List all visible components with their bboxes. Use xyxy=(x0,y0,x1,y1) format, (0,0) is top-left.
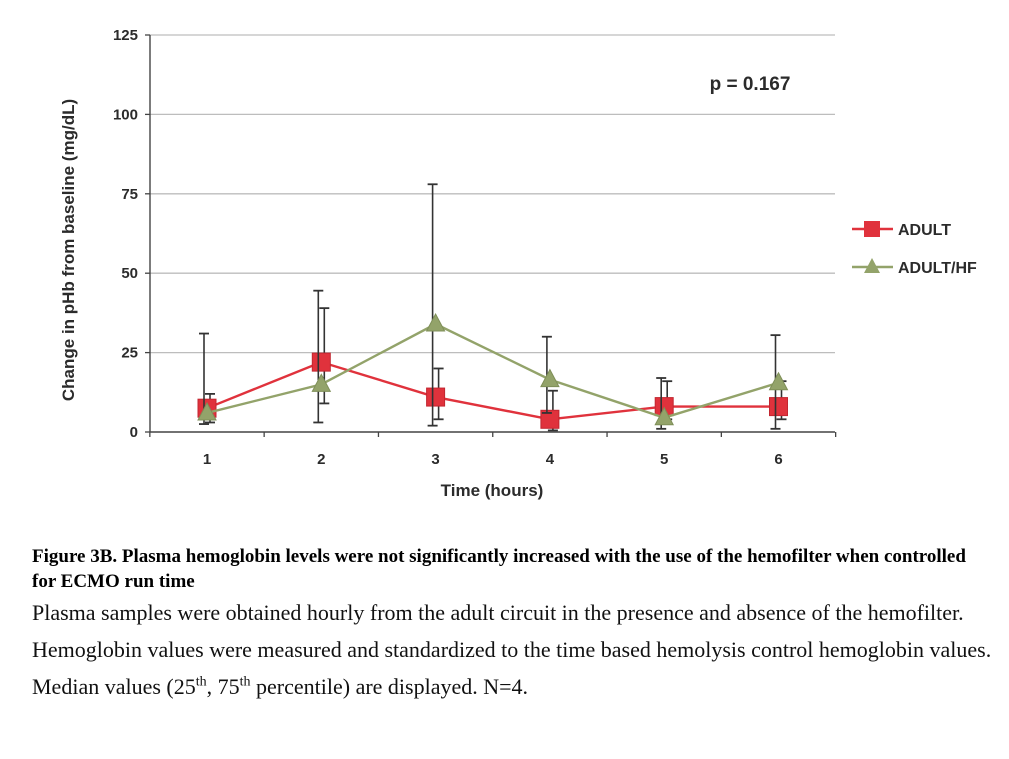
x-tick-label: 2 xyxy=(317,451,325,468)
plot-area xyxy=(197,183,789,432)
caption-text-middle: , 75 xyxy=(206,674,240,699)
data-point xyxy=(540,409,560,429)
data-point xyxy=(768,371,789,391)
gridlines xyxy=(150,34,835,354)
error-bar xyxy=(313,289,324,424)
data-point xyxy=(197,401,217,421)
x-tick-label: 3 xyxy=(431,451,439,468)
legend-item: ADULT/HF xyxy=(852,258,977,277)
p-value-annotation: p = 0.167 xyxy=(710,74,791,95)
data-point xyxy=(540,368,560,388)
caption-text-start: Plasma samples were obtained hourly from… xyxy=(32,600,992,699)
caption-text-end: percentile) are displayed. N=4. xyxy=(250,674,529,699)
x-tick-label: 4 xyxy=(546,451,555,468)
caption-body: Plasma samples were obtained hourly from… xyxy=(32,594,992,705)
y-axis-ticks: 0 25 50 75 100 125 xyxy=(113,27,150,441)
legend: ADULT ADULT/HF xyxy=(852,221,977,277)
data-point xyxy=(311,373,332,392)
x-tick-label: 1 xyxy=(203,451,211,468)
y-tick-label: 100 xyxy=(113,106,138,123)
caption-superscript-75th: th xyxy=(239,674,251,690)
series-adult-hf xyxy=(197,183,789,430)
data-point xyxy=(426,387,446,407)
legend-marker xyxy=(864,221,880,237)
y-tick-label: 75 xyxy=(121,186,138,203)
y-tick-label: 125 xyxy=(113,27,138,44)
y-tick-label: 50 xyxy=(121,265,138,282)
data-point xyxy=(654,406,675,426)
y-tick-label: 0 xyxy=(130,424,138,441)
x-axis-ticks: 1 2 3 4 5 6 xyxy=(149,432,837,468)
legend-label: ADULT xyxy=(898,222,951,239)
legend-marker xyxy=(864,258,880,273)
data-point xyxy=(769,397,788,417)
legend-label: ADULT/HF xyxy=(898,260,977,277)
legend-item: ADULT xyxy=(852,221,951,239)
data-point xyxy=(311,352,331,372)
error-bar xyxy=(427,183,438,427)
data-point xyxy=(425,312,446,332)
figure-caption: Figure 3B. Plasma hemoglobin levels were… xyxy=(32,544,992,705)
line-chart: 0 25 50 75 100 125 1 2 3 4 5 6 Change in pHb from … xyxy=(59,27,977,500)
caption-title: Figure 3B. Plasma hemoglobin levels were… xyxy=(32,546,966,592)
series-line xyxy=(206,322,779,419)
caption-superscript-25th: th xyxy=(195,674,207,690)
x-tick-label: 5 xyxy=(660,451,668,468)
y-tick-label: 25 xyxy=(121,345,138,362)
x-axis-title: Time (hours) xyxy=(441,481,544,500)
y-axis-title: Change in pHb from baseline (mg/dL) xyxy=(59,99,78,401)
series-adult xyxy=(197,307,788,432)
series-line xyxy=(206,360,779,421)
x-tick-label: 6 xyxy=(774,451,782,468)
